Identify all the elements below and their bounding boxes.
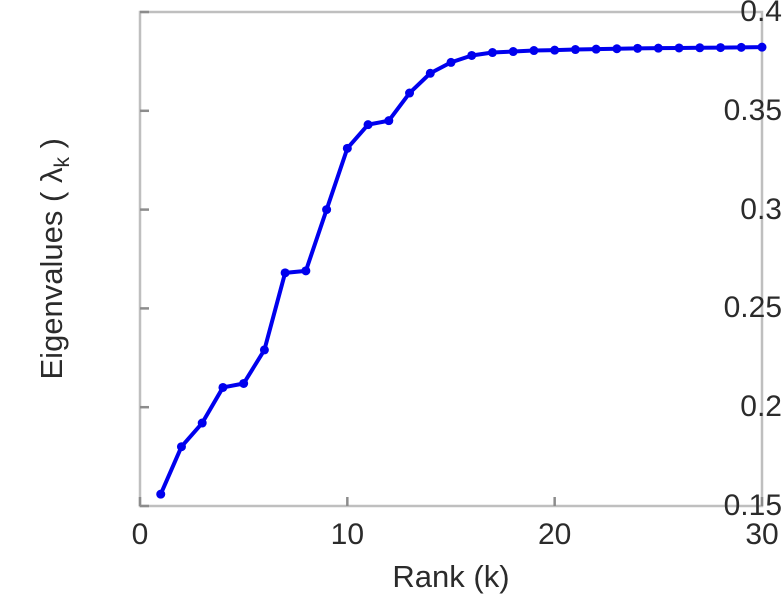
data-point-marker bbox=[508, 47, 518, 57]
data-point-marker bbox=[446, 57, 456, 67]
axes-box bbox=[138, 10, 764, 508]
x-tick-label: 0 bbox=[131, 518, 149, 551]
data-point-marker bbox=[218, 382, 228, 392]
data-point-marker bbox=[342, 143, 352, 153]
data-point-marker bbox=[550, 45, 560, 55]
data-point-marker bbox=[674, 43, 684, 53]
x-tick-label: 20 bbox=[537, 518, 572, 551]
data-point-marker bbox=[736, 42, 746, 52]
data-point-marker bbox=[259, 345, 269, 355]
data-point-marker bbox=[467, 50, 477, 60]
data-point-marker bbox=[529, 46, 539, 56]
data-point-marker bbox=[653, 43, 663, 53]
x-tick-label: 30 bbox=[745, 518, 779, 551]
y-tick-marks bbox=[140, 10, 149, 508]
data-point-marker bbox=[197, 418, 207, 428]
x-axis-label: Rank (k) bbox=[392, 559, 510, 594]
x-tick-marks bbox=[138, 497, 764, 506]
y-tick-label: 0.25 bbox=[723, 291, 782, 325]
y-tick-label: 0.15 bbox=[723, 489, 782, 522]
lambda-symbol: λ bbox=[34, 167, 69, 184]
y-tick-label: 0.35 bbox=[723, 93, 782, 127]
y-axis-label-text: Eigenvalues ( bbox=[34, 183, 69, 380]
data-point-marker bbox=[633, 43, 643, 53]
data-point-marker bbox=[612, 44, 622, 54]
lambda-subscript: k bbox=[51, 157, 75, 168]
y-tick-label: 0.3 bbox=[740, 192, 782, 226]
y-tick-label: 0.4 bbox=[740, 0, 782, 28]
y-axis-label-tail: ) bbox=[34, 138, 69, 158]
data-point-marker bbox=[695, 43, 705, 53]
data-point-marker bbox=[716, 43, 726, 53]
data-point-marker bbox=[301, 266, 311, 276]
data-point-marker bbox=[757, 42, 767, 52]
data-point-marker bbox=[384, 116, 394, 126]
data-point-marker bbox=[280, 268, 290, 278]
data-point-marker bbox=[487, 48, 497, 58]
y-tick-label: 0.2 bbox=[740, 390, 782, 424]
data-point-marker bbox=[363, 120, 373, 130]
data-point-marker bbox=[156, 489, 166, 499]
data-point-marker bbox=[570, 45, 580, 55]
data-point-marker bbox=[322, 205, 332, 215]
data-point-marker bbox=[425, 68, 435, 78]
data-point-marker bbox=[239, 378, 249, 388]
x-tick-label: 10 bbox=[330, 518, 365, 551]
data-point-marker bbox=[176, 442, 186, 452]
data-point-marker bbox=[405, 88, 415, 98]
data-markers-eigenvalues bbox=[156, 42, 767, 499]
data-point-marker bbox=[591, 44, 601, 54]
y-axis-label: Eigenvalues ( λk ) bbox=[34, 138, 75, 380]
